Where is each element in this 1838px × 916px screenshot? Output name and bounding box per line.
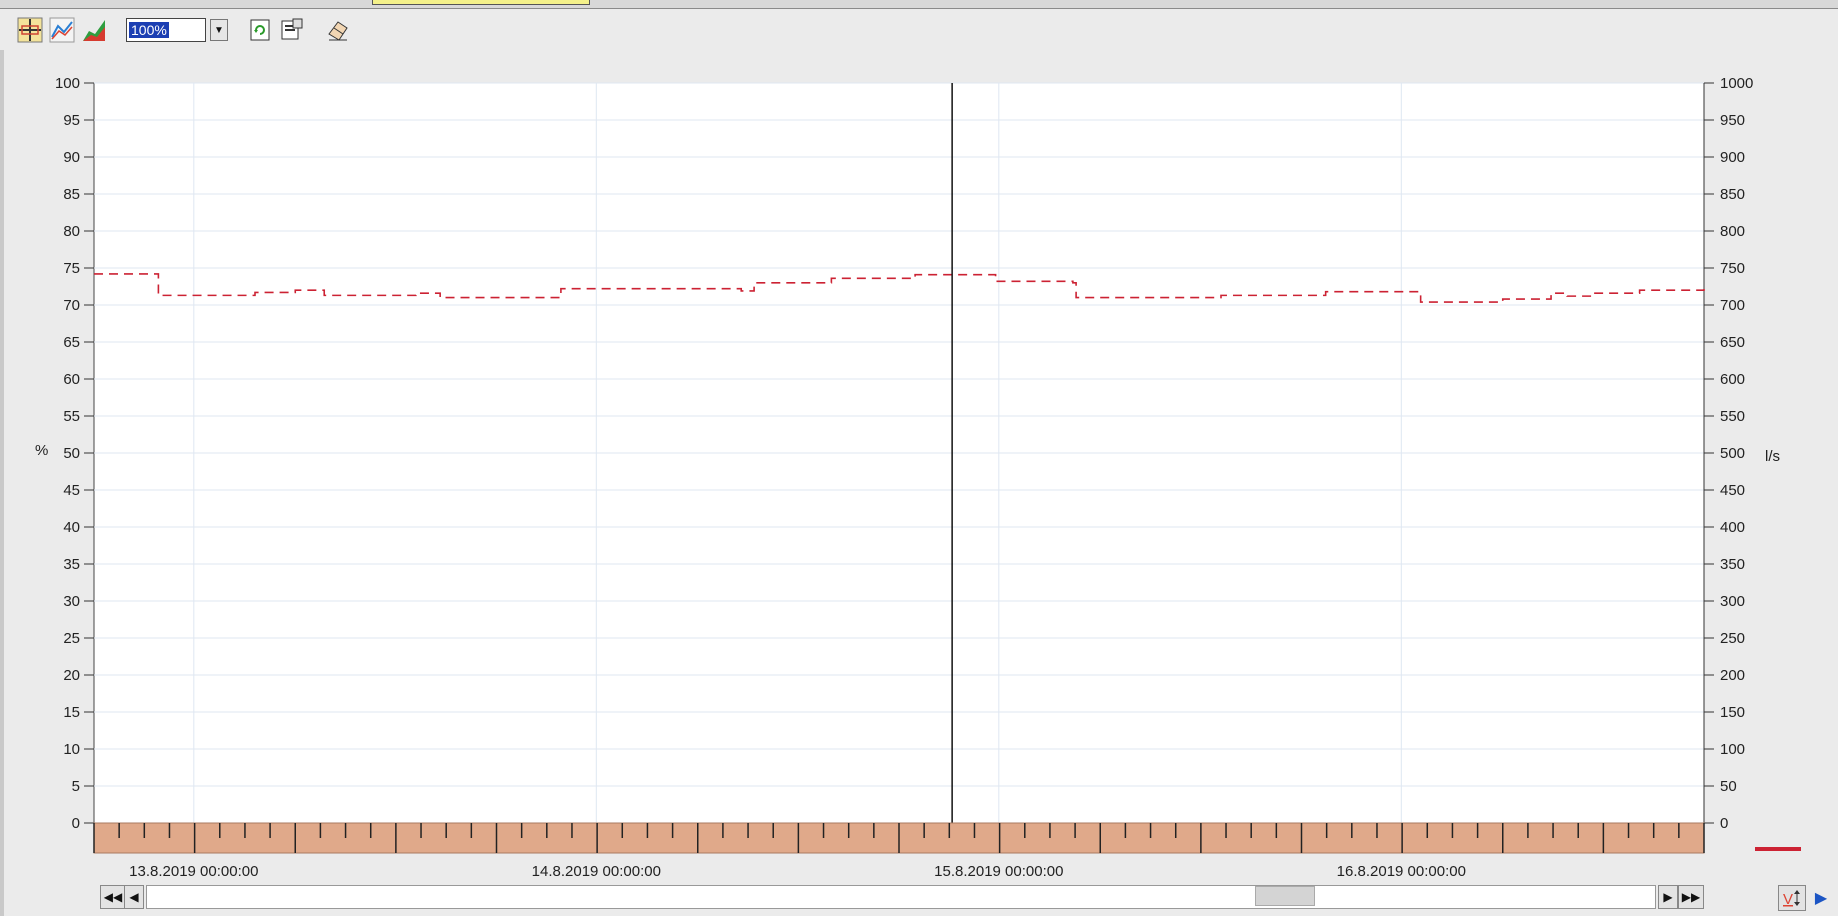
play-icon[interactable]: ▶ — [1814, 890, 1828, 907]
zoom-value: 100% — [129, 22, 169, 38]
chevron-down-icon[interactable]: ▼ — [210, 19, 228, 41]
left-tick-label: 60 — [63, 371, 80, 388]
bottom-right-controls: V ▶ — [1778, 885, 1830, 911]
value-cursor-icon[interactable]: V — [1778, 885, 1806, 911]
refresh-doc-icon[interactable] — [246, 16, 274, 44]
legend-swatch — [1755, 847, 1801, 851]
right-tick-label: 450 — [1720, 482, 1745, 499]
right-tick-label: 1000 — [1720, 75, 1753, 92]
right-tick-label: 900 — [1720, 149, 1745, 166]
left-tick-label: 70 — [63, 297, 80, 314]
left-tick-label: 80 — [63, 223, 80, 240]
svg-text:V: V — [1783, 891, 1793, 908]
line-chart-icon[interactable] — [48, 16, 76, 44]
scroll-last-icon[interactable]: ▶▶ — [1678, 885, 1704, 909]
zoom-select[interactable]: 100% — [126, 18, 206, 42]
left-axis: 0 5 10 15 20 25 30 35 40 45 50 55 60 65 70 75 80 85 90 95 10… — [55, 75, 94, 832]
right-tick-label: 850 — [1720, 186, 1745, 203]
left-tick-label: 40 — [63, 519, 80, 536]
ruler-ticks — [93, 823, 1705, 853]
right-tick-label: 750 — [1720, 260, 1745, 277]
right-tick-label: 950 — [1720, 112, 1745, 129]
scroll-left-icon[interactable]: ◀ — [124, 885, 144, 909]
series-layer — [94, 273, 1705, 303]
left-tick-label: 55 — [63, 408, 80, 425]
eraser-icon[interactable] — [324, 16, 352, 44]
date-labels: 13.8.2019 00:00:00 14.8.2019 00:00:00 15.8… — [129, 863, 1466, 880]
right-tick-label: 100 — [1720, 741, 1745, 758]
left-tick-label: 75 — [63, 260, 80, 277]
date-label: 14.8.2019 00:00:00 — [532, 863, 661, 880]
area-chart-icon[interactable] — [80, 16, 108, 44]
right-tick-label: 250 — [1720, 630, 1745, 647]
gridlines — [94, 82, 1704, 824]
left-tick-label: 20 — [63, 667, 80, 684]
right-tick-label: 500 — [1720, 445, 1745, 462]
right-axis-unit: l/s — [1765, 448, 1780, 465]
scroll-right-icon[interactable]: ▶ — [1658, 885, 1678, 909]
left-tick-label: 90 — [63, 149, 80, 166]
right-tick-label: 350 — [1720, 556, 1745, 573]
left-tick-label: 45 — [63, 482, 80, 499]
crosshair-ruler-icon[interactable] — [16, 16, 44, 44]
left-tick-label: 30 — [63, 593, 80, 610]
right-tick-label: 0 — [1720, 815, 1728, 832]
right-tick-label: 50 — [1720, 778, 1737, 795]
left-tick-label: 35 — [63, 556, 80, 573]
right-tick-label: 700 — [1720, 297, 1745, 314]
scroll-thumb[interactable] — [1255, 886, 1315, 906]
right-tick-label: 400 — [1720, 519, 1745, 536]
left-axis-unit: % — [35, 442, 48, 459]
left-tick-label: 0 — [72, 815, 80, 832]
left-tick-label: 50 — [63, 445, 80, 462]
title-strip — [0, 0, 1838, 9]
left-tick-label: 25 — [63, 630, 80, 647]
scroll-first-icon[interactable]: ◀◀ — [100, 885, 126, 909]
date-label: 13.8.2019 00:00:00 — [129, 863, 258, 880]
date-label: 15.8.2019 00:00:00 — [934, 863, 1063, 880]
toolbar: 100% ▼ — [16, 12, 352, 48]
left-tick-label: 85 — [63, 186, 80, 203]
window-tab[interactable] — [372, 0, 590, 5]
left-tick-label: 5 — [72, 778, 80, 795]
left-tick-label: 15 — [63, 704, 80, 721]
left-tick-label: 65 — [63, 334, 80, 351]
right-tick-label: 600 — [1720, 371, 1745, 388]
right-axis: 0 50 100 150 200 250 300 350 400 450 500 550 600 650 7… — [1703, 75, 1753, 832]
right-tick-label: 650 — [1720, 334, 1745, 351]
series-line — [94, 273, 1705, 303]
properties-doc-icon[interactable] — [278, 16, 306, 44]
right-tick-label: 150 — [1720, 704, 1745, 721]
left-tick-label: 10 — [63, 741, 80, 758]
date-label: 16.8.2019 00:00:00 — [1337, 863, 1466, 880]
left-tick-label: 95 — [63, 112, 80, 129]
right-tick-label: 550 — [1720, 408, 1745, 425]
right-tick-label: 300 — [1720, 593, 1745, 610]
right-tick-label: 800 — [1720, 223, 1745, 240]
time-scrollbar[interactable]: ◀◀ ◀ ▶ ▶▶ — [100, 885, 1705, 911]
scroll-track[interactable] — [146, 885, 1656, 909]
left-tick-label: 100 — [55, 75, 80, 92]
right-tick-label: 200 — [1720, 667, 1745, 684]
left-edge — [0, 50, 4, 916]
